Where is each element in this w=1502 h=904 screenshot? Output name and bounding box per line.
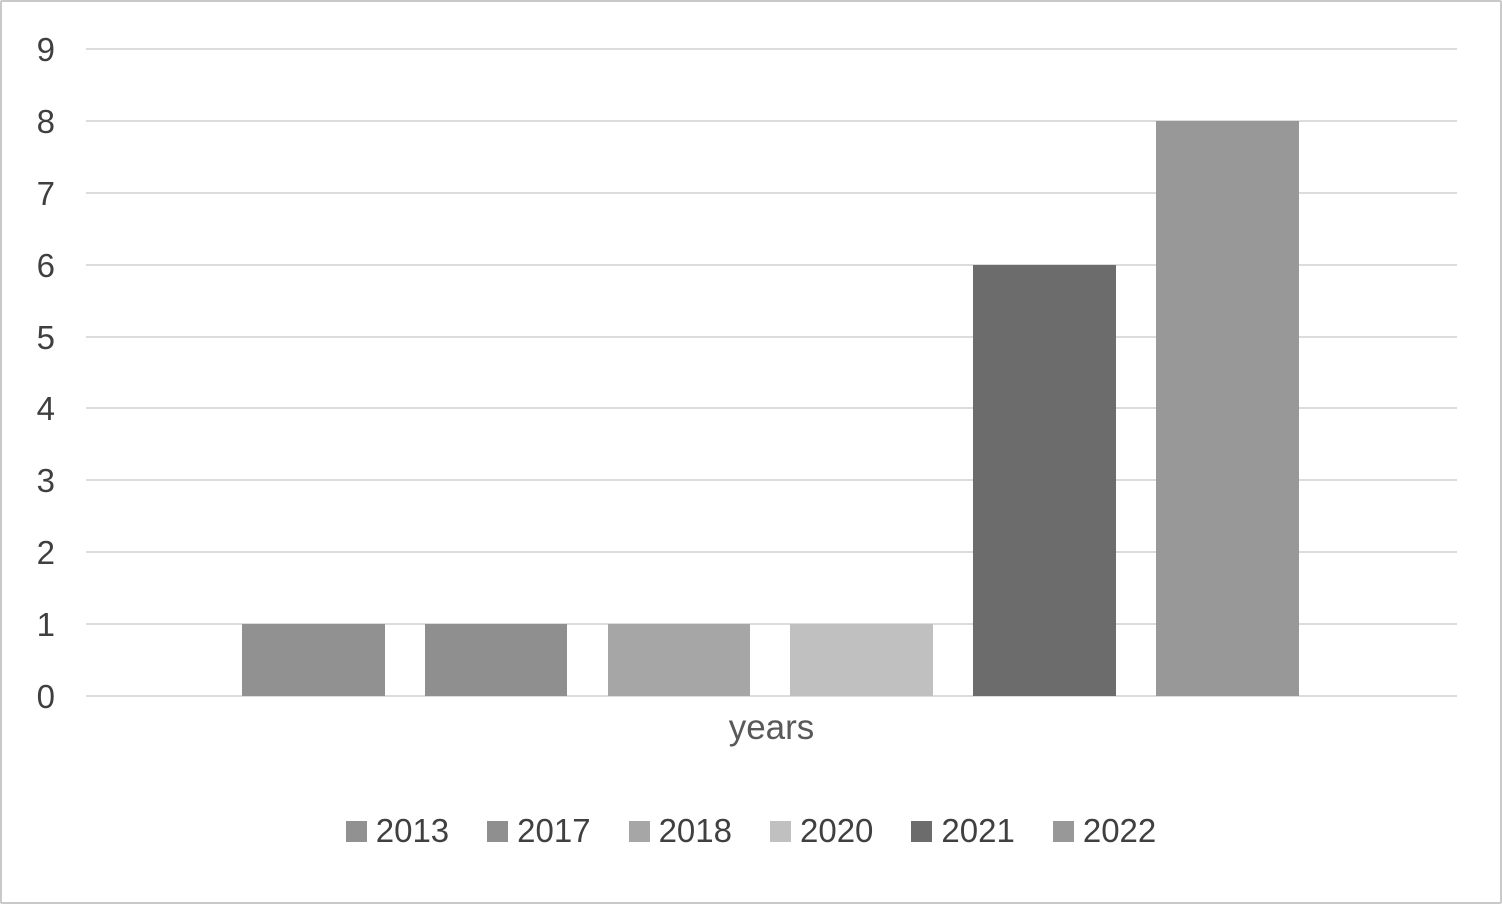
y-axis-tick-label-7: 7 — [36, 174, 55, 212]
gridline-y9 — [86, 48, 1457, 50]
x-axis-title: years — [728, 708, 815, 747]
legend-swatch-icon — [911, 820, 933, 842]
gridline-y0 — [86, 695, 1457, 697]
y-axis-tick-label-3: 3 — [36, 462, 55, 500]
legend-swatch-icon — [628, 820, 650, 842]
gridline-y2 — [86, 551, 1457, 554]
y-axis-tick-label-1: 1 — [36, 606, 55, 644]
legend-label: 2021 — [941, 812, 1015, 849]
legend-swatch-icon — [770, 820, 791, 842]
bar-2021 — [973, 264, 1116, 696]
y-axis-tick-label-0: 0 — [36, 678, 55, 715]
legend-label: 2013 — [375, 812, 450, 849]
legend-item-2013: 2013 — [345, 812, 450, 850]
legend-label: 2022 — [1082, 812, 1157, 849]
y-axis-tick-label-5: 5 — [36, 318, 55, 356]
legend-item-2020: 2020 — [770, 812, 873, 850]
legend: 2013 2017 2018 2020 2021 2022 — [2, 812, 1500, 850]
legend-label: 2020 — [800, 812, 874, 849]
bar-2020 — [790, 624, 933, 696]
bar-2013 — [242, 624, 385, 696]
bar-2017 — [424, 624, 568, 696]
gridline-y4 — [86, 407, 1457, 410]
legend-label: 2017 — [517, 812, 591, 849]
gridline-y6 — [86, 263, 1457, 266]
legend-label: 2018 — [658, 812, 732, 849]
y-axis-tick-label-9: 9 — [36, 31, 55, 68]
gridline-y1 — [86, 623, 1457, 626]
bar-2022 — [1156, 120, 1299, 696]
y-axis-tick-label-6: 6 — [36, 246, 55, 284]
gridline-y8 — [86, 119, 1457, 122]
legend-swatch-icon — [1052, 820, 1074, 842]
legend-item-2022: 2022 — [1052, 812, 1157, 850]
legend-swatch-icon — [487, 820, 509, 842]
plot-area — [86, 48, 1457, 697]
legend-item-2021: 2021 — [911, 812, 1015, 850]
y-axis-tick-label-8: 8 — [36, 102, 55, 140]
legend-swatch-icon — [345, 820, 367, 842]
gridline-y3 — [86, 479, 1457, 482]
bar-2018 — [607, 624, 751, 696]
legend-item-2018: 2018 — [628, 812, 732, 850]
gridline-y7 — [86, 191, 1457, 194]
y-axis-tick-label-4: 4 — [36, 390, 55, 428]
y-axis-tick-label-2: 2 — [36, 534, 55, 572]
gridline-y5 — [86, 335, 1457, 338]
legend-item-2017: 2017 — [487, 812, 591, 850]
